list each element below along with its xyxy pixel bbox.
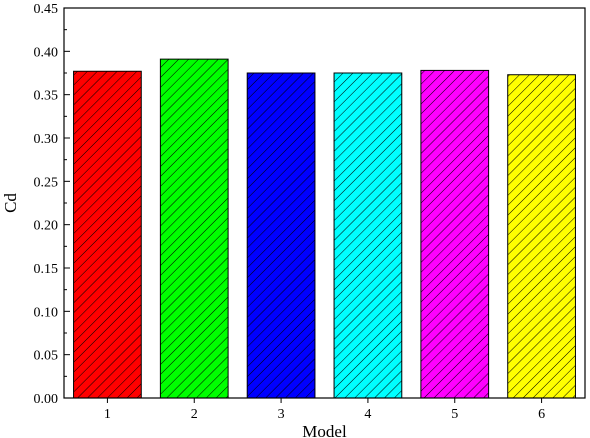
x-axis-title: Model xyxy=(302,422,347,438)
bar-model-2 xyxy=(159,58,229,399)
bar-model-3 xyxy=(246,72,316,399)
x-tick-label: 4 xyxy=(364,407,371,422)
y-tick-label: 0.00 xyxy=(34,392,59,407)
y-tick-label: 0.15 xyxy=(34,262,59,277)
y-tick-label: 0.20 xyxy=(34,219,59,234)
y-tick-label: 0.40 xyxy=(34,45,59,60)
bar-model-5 xyxy=(420,69,490,399)
bars-group xyxy=(73,58,576,399)
x-tick-label: 5 xyxy=(451,407,458,422)
bar-model-4 xyxy=(333,72,403,399)
x-tick-label: 2 xyxy=(191,407,198,422)
x-tick-label: 1 xyxy=(104,407,111,422)
plot-frame xyxy=(63,7,586,399)
y-tick-label: 0.25 xyxy=(34,175,59,190)
x-axis: 1 2 3 4 5 6 xyxy=(104,398,545,422)
y-tick-label: 0.05 xyxy=(34,349,59,364)
bar-model-1 xyxy=(73,70,142,399)
y-tick-label: 0.45 xyxy=(34,2,59,17)
y-tick-label: 0.10 xyxy=(34,305,59,320)
y-tick-label: 0.30 xyxy=(34,132,59,147)
y-axis-title: Cd xyxy=(1,193,20,213)
bar-model-6 xyxy=(507,74,576,399)
y-tick-label: 0.35 xyxy=(34,89,59,104)
x-tick-label: 3 xyxy=(278,407,285,422)
x-tick-label: 6 xyxy=(538,407,545,422)
y-axis: 0.00 0.05 0.10 0.15 0.20 0.25 0.30 0.35 0.40 0.45 xyxy=(34,2,70,407)
